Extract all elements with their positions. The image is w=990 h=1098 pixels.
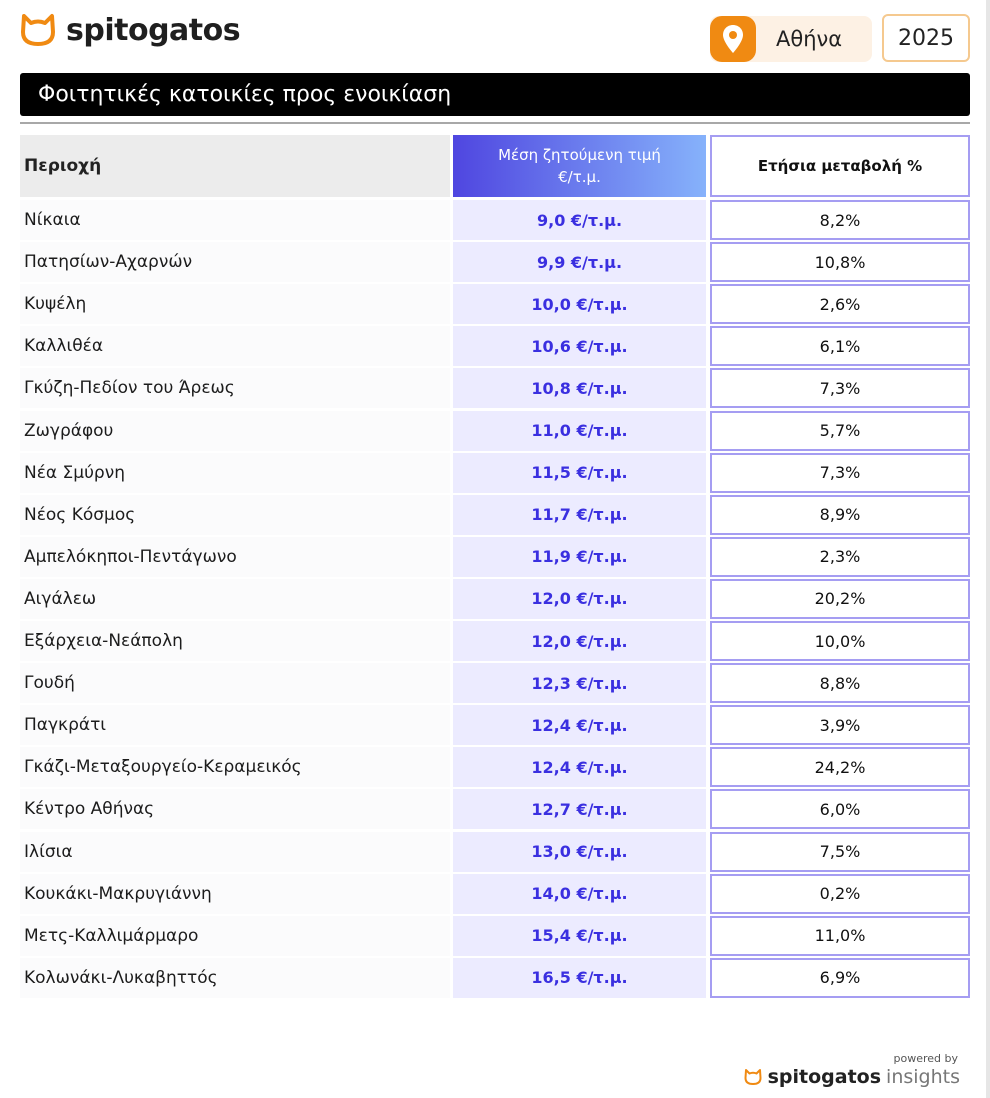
location-label: Αθήνα [776, 27, 843, 51]
change-cell: 5,7% [710, 410, 970, 451]
area-cell: Νέα Σμύρνη [20, 452, 450, 493]
area-cell: Πατησίων-Αχαρνών [20, 242, 450, 283]
table-row: Κέντρο Αθήνας 12,7 €/τ.μ. 6,0% [20, 789, 970, 830]
area-cell: Κέντρο Αθήνας [20, 789, 450, 830]
table-row: Νίκαια 9,0 €/τ.μ. 8,2% [20, 200, 970, 240]
footer-logo: spitogatos insights [743, 1066, 960, 1088]
change-cell: 6,9% [710, 957, 970, 998]
price-cell: 9,0 €/τ.μ. [453, 200, 706, 240]
area-cell: Νέος Κόσμος [20, 494, 450, 535]
area-cell: Γκάζι-Μεταξουργείο-Κεραμεικός [20, 747, 450, 788]
change-cell: 10,8% [710, 242, 970, 283]
price-cell: 12,3 €/τ.μ. [453, 663, 706, 704]
area-cell: Ζωγράφου [20, 410, 450, 451]
price-cell: 11,7 €/τ.μ. [453, 494, 706, 535]
change-cell: 20,2% [710, 578, 970, 619]
table-row: Κολωνάκι-Λυκαβηττός 16,5 €/τ.μ. 6,9% [20, 957, 970, 998]
area-cell: Κολωνάκι-Λυκαβηττός [20, 957, 450, 998]
table-row: Μετς-Καλλιμάρμαρο 15,4 €/τ.μ. 11,0% [20, 915, 970, 956]
table-row: Παγκράτι 12,4 €/τ.μ. 3,9% [20, 705, 970, 746]
spitogatos-logo: spitogatos [18, 12, 241, 48]
area-cell: Μετς-Καλλιμάρμαρο [20, 915, 450, 956]
price-cell: 10,0 €/τ.μ. [453, 284, 706, 325]
price-cell: 13,0 €/τ.μ. [453, 831, 706, 872]
change-cell: 24,2% [710, 747, 970, 788]
change-cell: 8,8% [710, 663, 970, 704]
table-row: Γκύζη-Πεδίον του Άρεως 10,8 €/τ.μ. 7,3% [20, 368, 970, 409]
area-cell: Αμπελόκηποι-Πεντάγωνο [20, 536, 450, 577]
price-cell: 14,0 €/τ.μ. [453, 873, 706, 914]
change-cell: 7,3% [710, 452, 970, 493]
price-cell: 12,4 €/τ.μ. [453, 705, 706, 746]
area-cell: Κουκάκι-Μακρυγιάννη [20, 873, 450, 914]
price-cell: 11,9 €/τ.μ. [453, 536, 706, 577]
powered-by-label: powered by [893, 1052, 959, 1065]
change-cell: 8,9% [710, 494, 970, 535]
change-cell: 2,3% [710, 536, 970, 577]
cat-icon [744, 1069, 762, 1085]
change-cell: 3,9% [710, 705, 970, 746]
price-cell: 12,7 €/τ.μ. [453, 789, 706, 830]
price-cell: 12,0 €/τ.μ. [453, 621, 706, 661]
area-cell: Γκύζη-Πεδίον του Άρεως [20, 368, 450, 409]
table-row: Εξάρχεια-Νεάπολη 12,0 €/τ.μ. 10,0% [20, 621, 970, 661]
table-row: Γκάζι-Μεταξουργείο-Κεραμεικός 12,4 €/τ.μ.… [20, 747, 970, 788]
brand-name: spitogatos [66, 12, 241, 48]
area-cell: Νίκαια [20, 200, 450, 240]
area-cell: Καλλιθέα [20, 326, 450, 367]
change-cell: 7,3% [710, 368, 970, 409]
change-cell: 10,0% [710, 621, 970, 661]
change-cell: 11,0% [710, 915, 970, 956]
change-cell: 7,5% [710, 831, 970, 872]
footer-brand: spitogatos [767, 1066, 882, 1088]
table-row: Νέος Κόσμος 11,7 €/τ.μ. 8,9% [20, 494, 970, 535]
footer-suffix: insights [886, 1066, 960, 1088]
price-cell: 15,4 €/τ.μ. [453, 915, 706, 956]
table-row: Γουδή 12,3 €/τ.μ. 8,8% [20, 663, 970, 704]
divider [20, 122, 970, 124]
change-cell: 6,1% [710, 326, 970, 367]
change-cell: 8,2% [710, 200, 970, 240]
table-row: Ιλίσια 13,0 €/τ.μ. 7,5% [20, 831, 970, 872]
price-cell: 11,0 €/τ.μ. [453, 410, 706, 451]
column-header-change: Ετήσια μεταβολή % [710, 135, 970, 197]
price-cell: 11,5 €/τ.μ. [453, 452, 706, 493]
change-cell: 2,6% [710, 284, 970, 325]
price-cell: 16,5 €/τ.μ. [453, 957, 706, 998]
column-header-price: Μέση ζητούμενη τιμή €/τ.μ. [453, 135, 706, 197]
area-cell: Εξάρχεια-Νεάπολη [20, 621, 450, 661]
change-cell: 0,2% [710, 873, 970, 914]
column-header-area: Περιοχή [20, 135, 450, 197]
area-cell: Γουδή [20, 663, 450, 704]
area-cell: Κυψέλη [20, 284, 450, 325]
table-row: Καλλιθέα 10,6 €/τ.μ. 6,1% [20, 326, 970, 367]
area-cell: Ιλίσια [20, 831, 450, 872]
page-title: Φοιτητικές κατοικίες προς ενοικίαση [20, 73, 970, 116]
location-pin-icon [710, 16, 756, 62]
table-row: Κουκάκι-Μακρυγιάννη 14,0 €/τ.μ. 0,2% [20, 873, 970, 914]
table-row: Αμπελόκηποι-Πεντάγωνο 11,9 €/τ.μ. 2,3% [20, 536, 970, 577]
area-cell: Παγκράτι [20, 705, 450, 746]
table-row: Ζωγράφου 11,0 €/τ.μ. 5,7% [20, 410, 970, 451]
location-badge: Αθήνα [710, 16, 872, 62]
table-row: Αιγάλεω 12,0 €/τ.μ. 20,2% [20, 578, 970, 619]
price-cell: 9,9 €/τ.μ. [453, 242, 706, 283]
price-cell: 10,6 €/τ.μ. [453, 326, 706, 367]
year-badge: 2025 [882, 14, 970, 62]
cat-icon [21, 14, 55, 46]
table-row: Κυψέλη 10,0 €/τ.μ. 2,6% [20, 284, 970, 325]
price-cell: 10,8 €/τ.μ. [453, 368, 706, 409]
area-cell: Αιγάλεω [20, 578, 450, 619]
table-row: Νέα Σμύρνη 11,5 €/τ.μ. 7,3% [20, 452, 970, 493]
price-cell: 12,0 €/τ.μ. [453, 578, 706, 619]
table-row: Πατησίων-Αχαρνών 9,9 €/τ.μ. 10,8% [20, 242, 970, 283]
price-cell: 12,4 €/τ.μ. [453, 747, 706, 788]
change-cell: 6,0% [710, 789, 970, 830]
